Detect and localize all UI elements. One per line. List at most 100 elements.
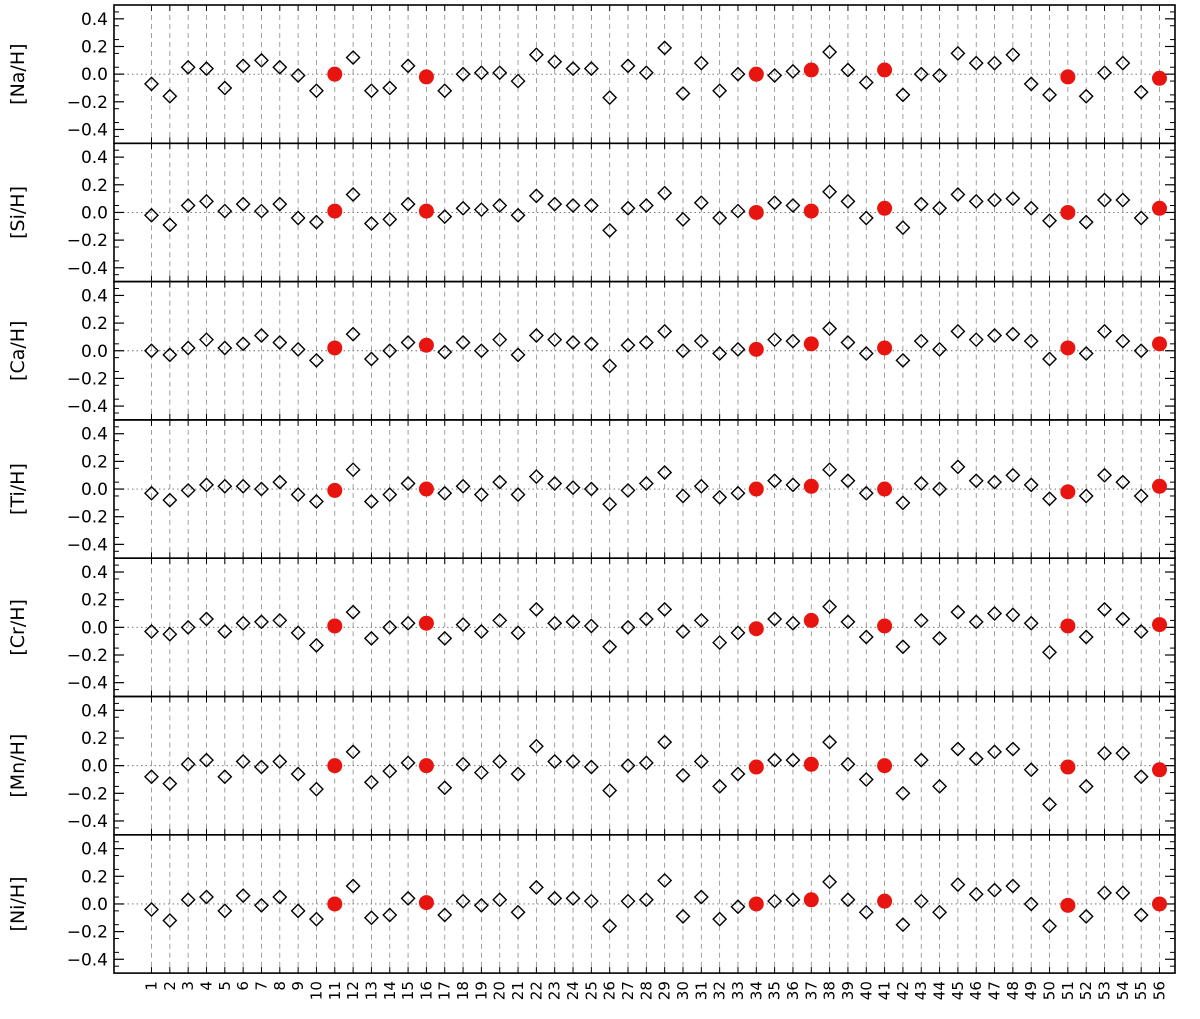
- data-point: [968, 886, 984, 902]
- data-point: [858, 629, 874, 645]
- x-category-label: 25: [582, 981, 600, 1000]
- panel-1: −0.4 −0.2 0.0 0.2 0.4 [Na/H]: [7, 4, 1176, 145]
- data-point: [840, 473, 856, 489]
- data-point: [363, 630, 379, 646]
- data-point: [528, 469, 544, 485]
- data-point: [913, 476, 929, 492]
- y-tick-label: 0.2: [81, 452, 108, 472]
- data-point: [363, 774, 379, 790]
- data-point: [858, 771, 874, 787]
- data-point: [510, 207, 526, 223]
- x-category-label: 23: [546, 981, 564, 1000]
- data-point: [253, 759, 269, 775]
- panel-6: −0.4 −0.2 0.0 0.2 0.4 [Mn/H]: [7, 695, 1176, 836]
- data-point: [657, 40, 673, 56]
- x-category-label: 54: [1114, 981, 1132, 1000]
- x-category-label: 20: [491, 981, 509, 1000]
- data-point: [345, 878, 361, 894]
- data-point-highlight: [418, 337, 434, 353]
- data-point: [1023, 762, 1039, 778]
- data-point: [1115, 745, 1131, 761]
- data-point: [1042, 491, 1058, 507]
- data-point: [382, 763, 398, 779]
- data-point: [198, 332, 214, 348]
- data-point: [180, 892, 196, 908]
- x-category-label: 18: [454, 981, 472, 1000]
- data-point: [1042, 796, 1058, 812]
- data-point: [400, 755, 416, 771]
- data-point: [987, 192, 1003, 208]
- data-point: [382, 343, 398, 359]
- data-point: [895, 639, 911, 655]
- data-point: [950, 323, 966, 339]
- data-point-highlight: [1060, 759, 1076, 775]
- x-category-label: 33: [729, 981, 747, 1000]
- panel-frame: [113, 833, 1176, 974]
- data-point: [235, 58, 251, 74]
- data-point-highlight: [327, 203, 343, 219]
- data-point: [144, 76, 159, 92]
- data-point-highlight: [1152, 200, 1167, 216]
- data-point: [822, 44, 838, 60]
- data-point: [528, 601, 544, 617]
- data-point: [675, 908, 691, 924]
- x-category-label: 42: [894, 981, 912, 1000]
- x-category-label: 8: [271, 981, 289, 991]
- panel-frame: [113, 280, 1176, 421]
- data-point: [675, 767, 691, 783]
- data-point: [180, 340, 196, 356]
- data-point: [657, 872, 673, 888]
- panel-7: −0.4 −0.2 0.0 0.2 0.4 [Ni/H]: [7, 833, 1176, 974]
- data-point-highlight: [418, 69, 434, 85]
- x-category-label: 48: [1004, 981, 1022, 1000]
- data-point: [565, 754, 581, 769]
- data-point: [492, 612, 508, 628]
- y-tick-label: −0.2: [67, 784, 108, 804]
- data-point: [272, 754, 288, 769]
- data-point: [492, 474, 508, 490]
- data-point: [712, 635, 728, 651]
- data-point: [253, 897, 269, 913]
- data-point: [217, 624, 233, 639]
- data-point: [162, 217, 178, 233]
- panel-frame: [113, 557, 1176, 698]
- x-category-label: 36: [784, 981, 802, 1000]
- x-category-label: 46: [967, 981, 985, 1000]
- data-point: [547, 890, 563, 906]
- data-point: [913, 333, 929, 349]
- data-point: [638, 476, 654, 492]
- data-point: [950, 877, 966, 893]
- data-point: [455, 478, 471, 494]
- data-point: [144, 901, 159, 917]
- data-point: [840, 756, 856, 772]
- data-point: [198, 611, 214, 627]
- data-point: [1133, 907, 1149, 923]
- data-point: [785, 477, 801, 493]
- x-category-label: 11: [326, 981, 344, 1000]
- data-point: [400, 615, 416, 631]
- data-point-highlight: [877, 893, 893, 909]
- data-point: [913, 66, 929, 82]
- x-category-label: 45: [949, 981, 967, 1000]
- data-point: [510, 73, 526, 89]
- x-category-label: 9: [289, 981, 307, 991]
- y-tick-label: 0.4: [81, 701, 108, 721]
- data-point-highlight: [803, 62, 819, 78]
- x-category-label: 4: [197, 981, 215, 991]
- data-point: [767, 68, 783, 84]
- data-point: [290, 487, 306, 503]
- data-point: [437, 83, 453, 99]
- x-category-label: 56: [1151, 981, 1169, 1000]
- data-point: [620, 482, 636, 498]
- data-point: [1133, 84, 1149, 100]
- data-point: [712, 83, 728, 99]
- y-tick-label: 0.2: [81, 314, 108, 334]
- data-point: [144, 207, 159, 223]
- x-category-label: 37: [802, 981, 820, 1000]
- y-tick-label: −0.4: [67, 120, 108, 140]
- data-point: [180, 619, 196, 635]
- data-point: [565, 198, 581, 214]
- y-tick-label: 0.4: [81, 840, 108, 860]
- data-point: [712, 210, 728, 226]
- data-point: [473, 624, 489, 639]
